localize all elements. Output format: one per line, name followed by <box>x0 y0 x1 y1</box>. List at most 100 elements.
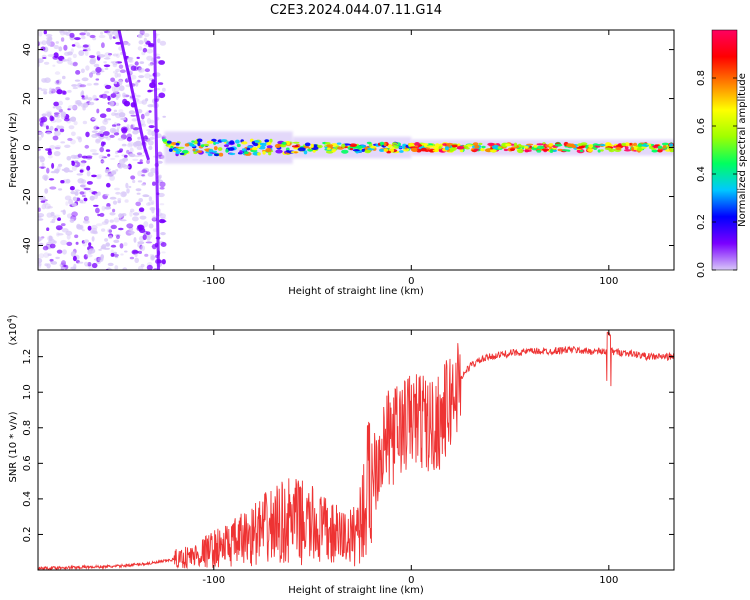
heatmap-cell <box>71 131 76 137</box>
heatmap-cell <box>132 179 136 184</box>
heatmap-cell <box>69 32 75 38</box>
heatmap-cell <box>457 145 465 150</box>
heatmap-cell <box>136 146 143 151</box>
heatmap-cell <box>58 46 63 52</box>
heatmap-cell <box>669 143 674 147</box>
heatmap-cell <box>661 142 669 146</box>
heatmap-cell <box>130 208 135 213</box>
heatmap-cell <box>630 146 635 152</box>
heatmap-cell <box>56 89 63 95</box>
heatmap-cell <box>104 206 112 210</box>
heatmap-cell <box>46 131 52 135</box>
heatmap-cell <box>144 253 149 257</box>
heatmap-cell <box>158 60 166 65</box>
heatmap-cell <box>69 218 75 223</box>
heatmap-cell <box>61 260 66 266</box>
heatmap-cell <box>126 136 132 142</box>
heatmap-cell <box>262 150 266 155</box>
heatmap-cell <box>87 262 92 267</box>
heatmap-cell <box>352 149 360 152</box>
heatmap-cell <box>137 180 143 183</box>
heatmap-cell <box>84 50 89 56</box>
heatmap-cell <box>604 147 612 150</box>
heatmap-cell <box>130 74 137 80</box>
heatmap-cell <box>74 37 81 41</box>
heatmap-cell <box>112 208 116 213</box>
heatmap-cell <box>104 67 109 70</box>
heatmap-cell <box>151 130 155 137</box>
heatmap-cell <box>41 78 47 83</box>
heatmap-cell <box>146 202 151 206</box>
snr-x-ticks: -100 0 100 <box>202 330 618 586</box>
heatmap-cell <box>100 141 105 147</box>
heatmap-cell <box>107 153 111 157</box>
heatmap-cell <box>657 145 663 149</box>
heatmap-cell <box>103 57 111 60</box>
heatmap-cell <box>60 180 65 184</box>
heatmap-cell <box>139 61 145 64</box>
heatmap-cell <box>124 199 129 203</box>
heatmap-cell <box>50 220 54 224</box>
colorbar-tick-label: 0.4 <box>696 166 707 182</box>
heatmap-cell <box>68 25 73 30</box>
heatmap-cell <box>54 118 62 123</box>
heatmap-cell <box>79 32 86 36</box>
heatmap-cell <box>115 68 121 73</box>
heatmap-cell <box>131 118 138 122</box>
heatmap-cell <box>297 147 306 152</box>
heatmap-cell <box>160 232 166 236</box>
heatmap-cell <box>68 125 75 130</box>
heatmap-cell <box>137 224 145 231</box>
y-tick-label: 40 <box>22 43 33 56</box>
heatmap-cell <box>549 149 554 153</box>
heatmap-cell <box>80 160 87 164</box>
heatmap-cell <box>79 161 86 167</box>
heatmap-cell <box>146 48 154 54</box>
heatmap-cell <box>170 145 174 149</box>
heatmap-cell <box>414 145 418 148</box>
heatmap-cell <box>161 155 165 160</box>
heatmap-cell <box>110 93 117 98</box>
heatmap-region-2 <box>290 136 414 159</box>
heatmap-cell <box>85 131 90 138</box>
heatmap-cell <box>110 252 115 257</box>
heatmap-cell <box>127 141 134 147</box>
heatmap-cell <box>148 24 155 27</box>
heatmap-cell <box>110 224 118 230</box>
heatmap-cell <box>67 89 72 93</box>
heatmap-cell <box>147 104 154 108</box>
heatmap-cell <box>518 145 526 148</box>
heatmap-cell <box>636 147 644 152</box>
heatmap-cell <box>100 93 108 99</box>
heatmap-cell <box>86 181 93 185</box>
heatmap-cell <box>47 253 52 256</box>
heatmap-cell <box>86 170 91 177</box>
heatmap-cell <box>266 141 272 146</box>
heatmap-cell <box>83 254 88 260</box>
heatmap-cell <box>241 148 247 152</box>
heatmap-cell <box>129 147 134 153</box>
heatmap-cell <box>62 90 67 95</box>
heatmap-cell <box>58 100 63 106</box>
heatmap-cell <box>79 84 87 88</box>
heatmap-cell <box>349 148 354 151</box>
heatmap-cell <box>206 140 214 144</box>
heatmap-cell <box>148 89 153 92</box>
heatmap-cell <box>146 264 153 270</box>
heatmap-cell <box>75 70 81 75</box>
heatmap-cell <box>196 138 203 143</box>
heatmap-cell <box>83 239 90 243</box>
colorbar-ticks: 0.0 0.2 0.4 0.6 0.8 <box>696 70 737 278</box>
heatmap-cell <box>97 191 101 196</box>
x-tick-label: 100 <box>599 276 618 287</box>
heatmap-cell <box>65 201 69 206</box>
heatmap-cell <box>91 236 95 242</box>
heatmap-cell <box>50 211 55 217</box>
heatmap-cell <box>379 148 385 152</box>
heatmap-cell <box>91 133 98 138</box>
heatmap-cell <box>47 154 53 159</box>
heatmap-cell <box>366 141 372 145</box>
heatmap-cell <box>166 140 172 144</box>
heatmap-cell <box>47 235 54 242</box>
